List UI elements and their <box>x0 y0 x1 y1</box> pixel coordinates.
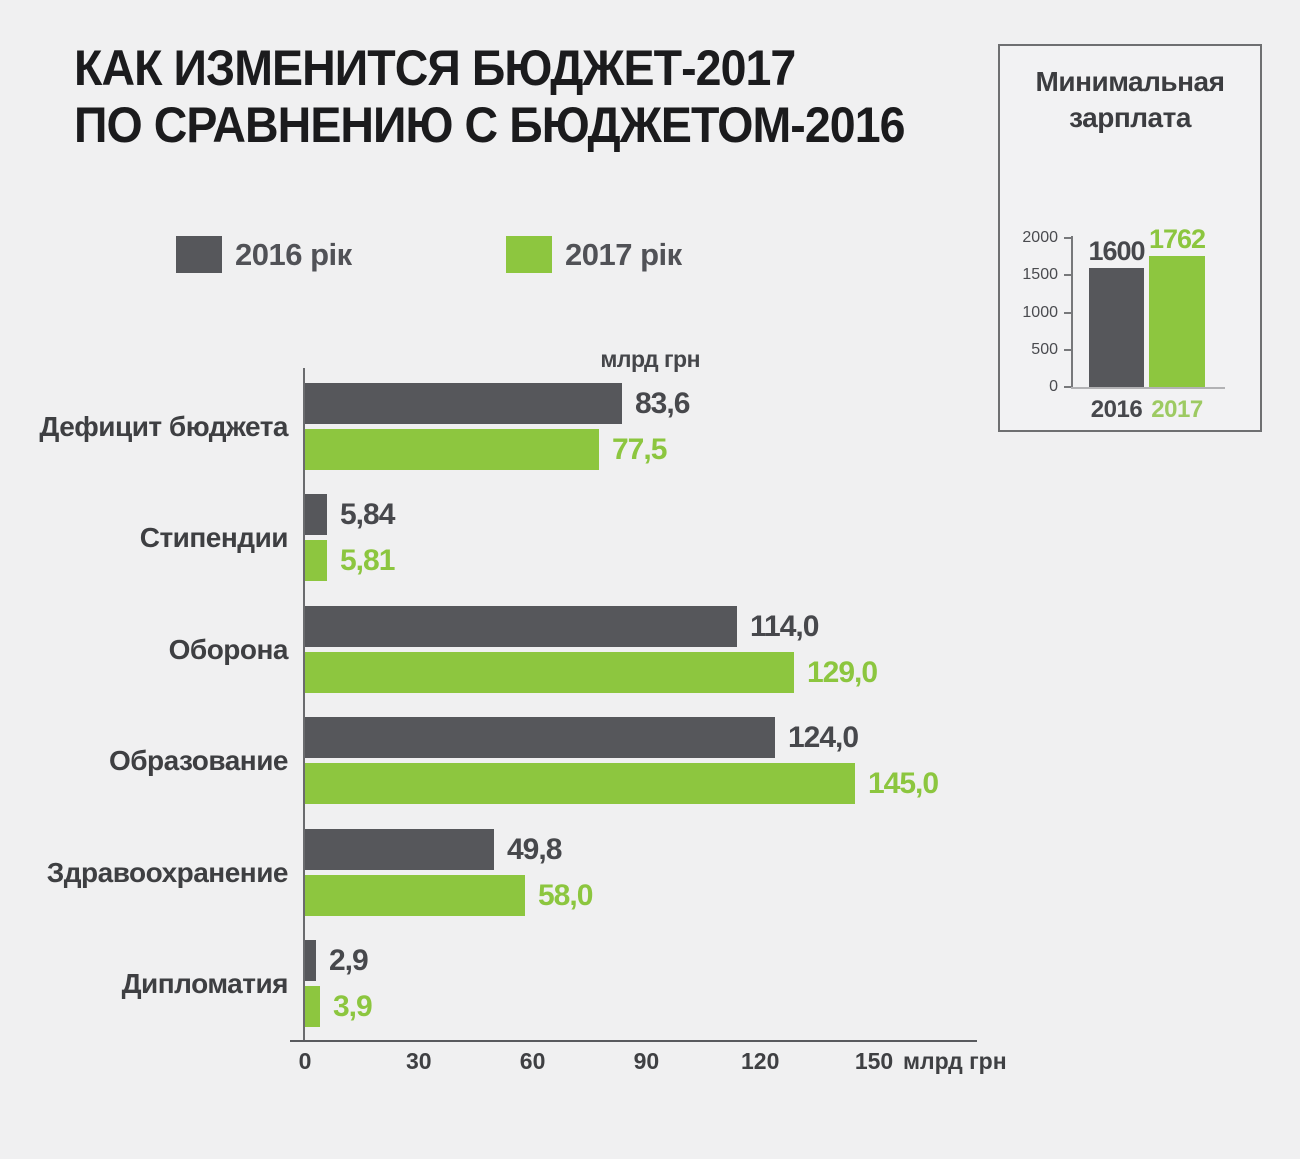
legend-swatch-2017 <box>506 236 552 273</box>
minimum-wage-panel-title: Минимальная зарплата <box>1035 66 1225 133</box>
bar-2016 <box>305 494 327 535</box>
x-tick-label: 60 <box>519 1048 546 1074</box>
bar-2016 <box>305 383 622 424</box>
x-tick-label: 150 <box>854 1048 894 1074</box>
value-label-2016: 124,0 <box>788 720 859 754</box>
mini-y-tick-label: 1500 <box>1022 266 1058 284</box>
bar-2017 <box>305 875 525 916</box>
page-title-line2: ПО СРАВНЕНИЮ С БЮДЖЕТОМ-2016 <box>74 97 906 153</box>
value-label-2016: 83,6 <box>635 386 690 420</box>
mini-y-tick-mark <box>1064 386 1071 388</box>
category-label: Дефицит бюджета <box>39 410 288 442</box>
legend-swatch-2016 <box>176 236 222 273</box>
mini-y-tick-label: 0 <box>1049 378 1058 395</box>
bar-2017 <box>305 652 794 693</box>
page-title: КАК ИЗМЕНИТСЯ БЮДЖЕТ-2017 ПО СРАВНЕНИЮ С… <box>74 40 906 154</box>
bar-2016 <box>305 606 737 647</box>
bar-2017 <box>305 763 855 804</box>
mini-y-tick-mark <box>1064 237 1071 239</box>
value-label-2016: 2,9 <box>329 943 369 977</box>
main-chart-y-axis-line <box>303 368 305 1042</box>
page-title-line1: КАК ИЗМЕНИТСЯ БЮДЖЕТ-2017 <box>74 40 796 96</box>
category-label: Стипендии <box>139 521 289 553</box>
mini-year-label-2017: 2017 <box>1151 396 1203 423</box>
bar-2017 <box>305 540 327 581</box>
mini-y-tick-mark <box>1064 311 1071 314</box>
category-label: Здравоохранение <box>46 856 289 888</box>
legend-label-2016: 2016 рік <box>235 236 352 272</box>
x-tick-label: 120 <box>741 1048 780 1074</box>
unit-label-top: млрд грн <box>600 346 700 372</box>
mini-bar-2016 <box>1089 268 1144 387</box>
mini-y-tick-label: 2000 <box>1022 229 1058 246</box>
mini-y-axis-line <box>1071 236 1073 387</box>
mini-year-label-2016: 2016 <box>1090 396 1143 423</box>
legend-item-2016: 2016 рік <box>176 236 352 273</box>
mini-y-tick-label: 1000 <box>1022 303 1058 321</box>
value-label-2017: 5,81 <box>340 543 395 577</box>
bar-2016 <box>305 940 316 981</box>
value-label-2017: 77,5 <box>612 432 667 466</box>
mini-x-axis-line <box>1071 387 1225 389</box>
bar-2016 <box>305 829 494 870</box>
mini-bar-2017 <box>1149 256 1205 387</box>
minimum-wage-chart: 2000 1500 1000 500 0 1600 2016 1762 2017 <box>1000 46 1260 430</box>
mini-y-tick-mark <box>1064 348 1071 351</box>
legend-item-2017: 2017 рік <box>506 236 682 273</box>
x-tick-label: 0 <box>298 1048 312 1074</box>
value-label-2017: 129,0 <box>807 655 878 689</box>
legend-label-2017: 2017 рік <box>565 236 682 272</box>
value-label-2016: 5,84 <box>340 497 395 531</box>
bar-2016 <box>305 717 775 758</box>
legend: 2016 рік 2017 рік <box>176 236 976 278</box>
bar-2017 <box>305 429 599 470</box>
x-tick-label: 30 <box>406 1048 432 1074</box>
category-label: Оборона <box>168 633 289 665</box>
category-label: Дипломатия <box>121 967 289 999</box>
bar-2017 <box>305 986 320 1027</box>
value-label-2017: 3,9 <box>333 989 373 1023</box>
minimum-wage-panel: Минимальная зарплата 2000 1500 1000 500 0 160… <box>998 44 1262 432</box>
value-label-2017: 145,0 <box>868 766 939 800</box>
value-label-2017: 58,0 <box>538 878 593 912</box>
x-tick-label: 90 <box>633 1048 660 1074</box>
unit-label-axis: млрд грн <box>903 1048 1007 1074</box>
mini-y-tick-mark <box>1064 274 1071 277</box>
mini-y-tick-label: 500 <box>1031 340 1058 358</box>
value-label-2016: 114,0 <box>750 609 819 643</box>
mini-value-label-2017: 1762 <box>1148 224 1206 254</box>
mini-value-label-2016: 1600 <box>1088 236 1145 266</box>
main-chart-x-axis-line <box>290 1040 977 1042</box>
value-label-2016: 49,8 <box>507 832 562 866</box>
category-label: Образование <box>108 744 289 776</box>
